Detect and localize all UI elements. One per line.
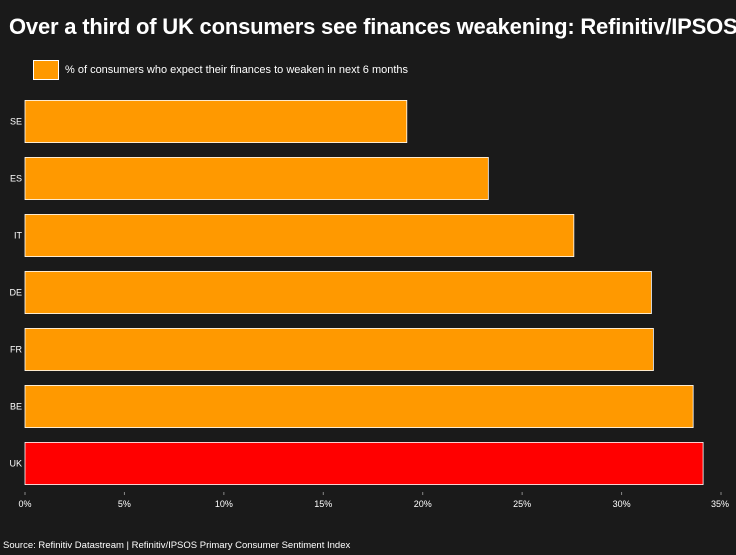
bar-de — [24, 271, 652, 314]
bar-be — [24, 385, 694, 428]
y-tick-label-uk: UK — [9, 459, 22, 469]
y-tick-label-it: IT — [14, 231, 23, 241]
bar-it — [24, 214, 575, 257]
x-tick-label: 30% — [613, 499, 631, 509]
y-tick-label-se: SE — [10, 117, 22, 127]
bar-fr — [24, 328, 654, 371]
bar-uk — [24, 442, 704, 485]
legend-swatch — [33, 60, 59, 80]
x-tick-label: 20% — [414, 499, 432, 509]
x-tick-label: 35% — [711, 499, 729, 509]
source-note: Source: Refinitiv Datastream | Refinitiv… — [3, 540, 351, 551]
x-tick-label: 0% — [18, 499, 31, 509]
bar-es — [24, 157, 489, 200]
x-tick-label: 5% — [118, 499, 131, 509]
y-tick-label-fr: FR — [10, 345, 22, 355]
y-tick-label-es: ES — [10, 174, 22, 184]
x-tick-label: 10% — [215, 499, 233, 509]
x-tick-label: 15% — [314, 499, 332, 509]
bar-chart: SE ES IT DE FR BE UK 0% 5% 10% 15% 20% 25% 30% 35% — [9, 100, 729, 509]
legend-label: % of consumers who expect their finances… — [65, 64, 409, 76]
chart-title: Over a third of UK consumers see finance… — [9, 14, 736, 39]
y-tick-label-de: DE — [9, 288, 22, 298]
x-tick-label: 25% — [513, 499, 531, 509]
legend: % of consumers who expect their finances… — [33, 60, 408, 80]
bar-se — [24, 100, 408, 143]
y-tick-label-be: BE — [10, 402, 22, 412]
